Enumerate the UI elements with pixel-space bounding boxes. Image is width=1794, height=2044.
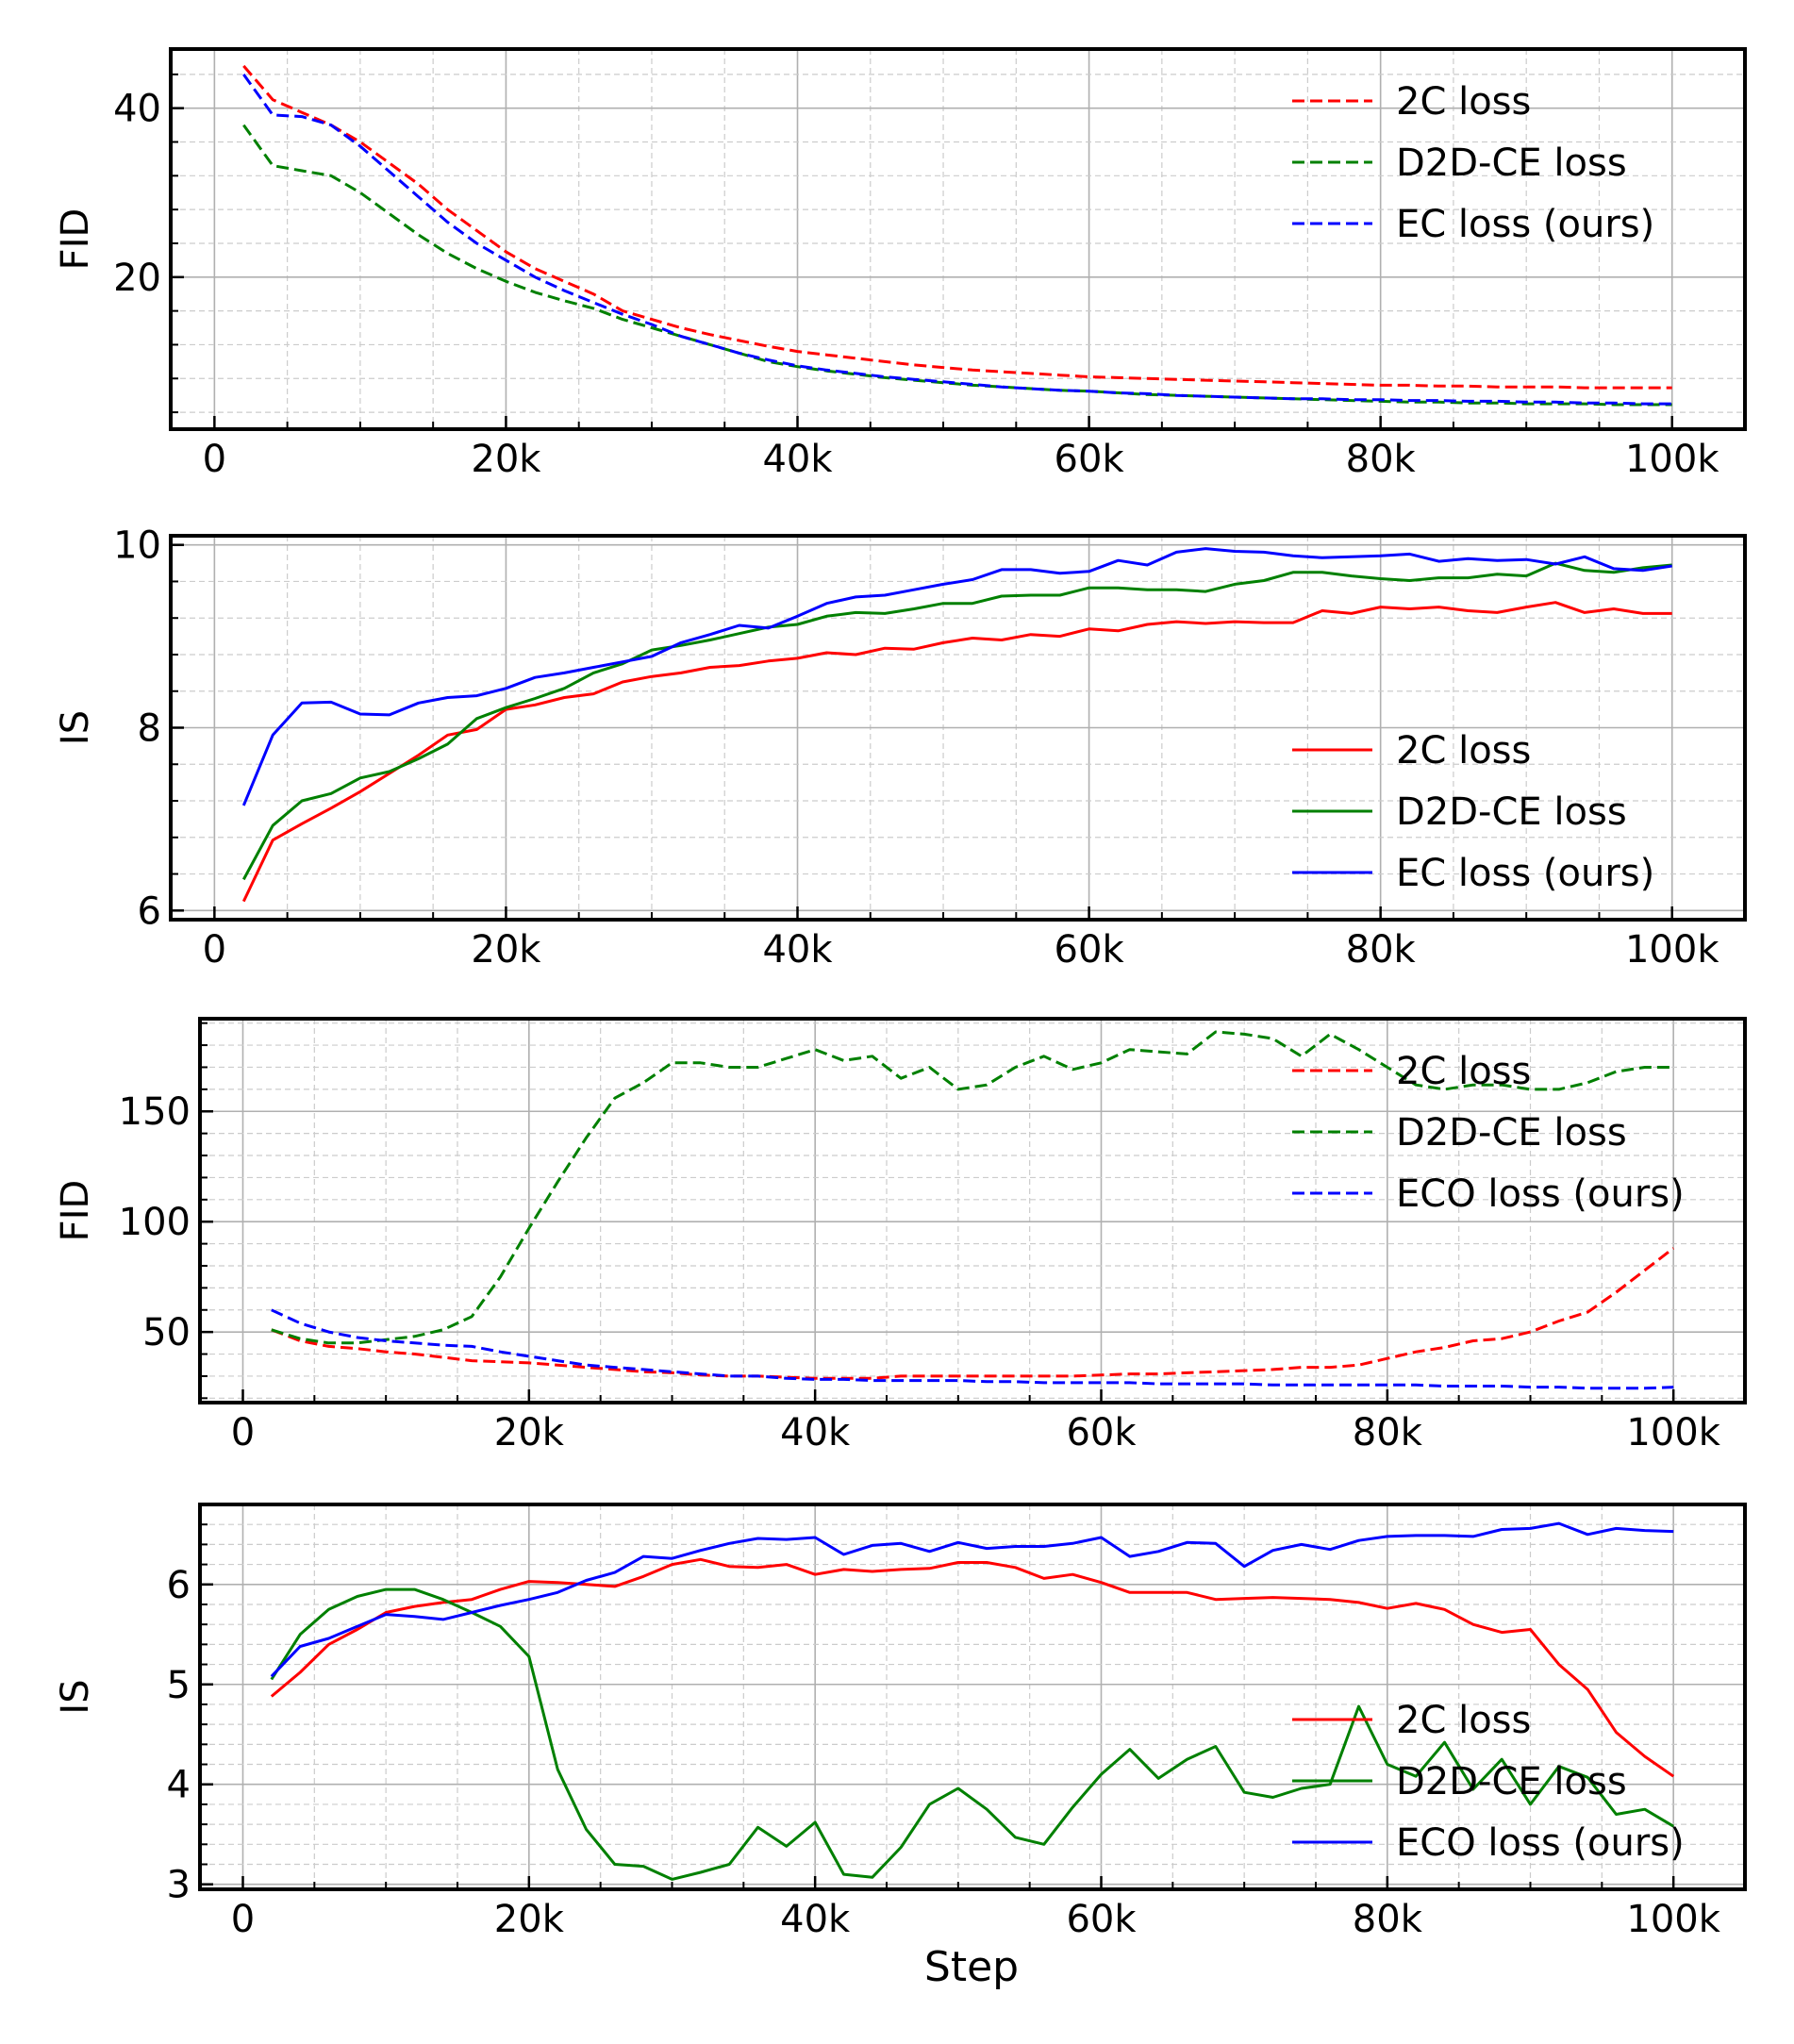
fid-lower-x-tick-label: 0 [231,1411,255,1454]
is-upper-frame [169,534,1747,922]
is-upper-y-axis-label: IS [54,710,97,745]
is-bottom-x-tick-label: 100k [1626,1898,1720,1941]
fid-lower-legend-label: 2C loss [1396,1050,1531,1093]
fid-top-series-3-line [242,74,1672,406]
fid-top-legend: 2C loss D2D-CE loss EC loss (ours) [1292,80,1654,246]
is-upper-y-tick-label: 6 [138,889,161,933]
fid-lower-x-tick-label: 100k [1626,1411,1720,1454]
fid-lower-x-tick-label: 60k [1066,1411,1137,1454]
fid-top-legend-label: D2D-CE loss [1396,141,1627,185]
fid-lower-x-tick-label: 80k [1353,1411,1423,1454]
fid-lower-series-1-line [271,1247,1675,1380]
fid-top-x-tick-label: 100k [1625,438,1719,481]
is-bottom-legend-label: ECO loss (ours) [1396,1821,1685,1865]
fid-lower-legend-label: ECO loss (ours) [1396,1172,1685,1216]
is-upper-x-tick-label: 40k [762,928,833,972]
is-bottom-x-tick-label: 20k [494,1898,565,1941]
is-upper-series-group [241,547,1672,903]
is-panel-upper: 0 20k 40k 60k 80k 100k 6 8 10 IS 2C loss D2D-CE los… [54,524,1747,972]
is-panel-bottom: 0 20k 40k 60k 80k 100k 3 4 5 6 IS 2C loss D2D-CE los… [54,1503,1747,1941]
fid-top-series-1-line [242,64,1672,390]
fid-top-y-tick-label: 20 [113,257,161,300]
fid-lower-y-tick-label: 50 [142,1311,191,1354]
is-bottom-grid [200,1504,1745,1889]
fid-top-ticks [171,73,1746,429]
fid-top-legend-label: 2C loss [1396,80,1531,124]
fid-top-frame [169,47,1747,431]
is-bottom-legend-label: D2D-CE loss [1396,1760,1627,1803]
is-bottom-frame [198,1503,1747,1891]
fid-lower-y-axis-label: FID [54,1180,97,1242]
is-bottom-legend: 2C loss D2D-CE loss ECO loss (ours) [1292,1699,1685,1865]
is-upper-x-tick-label: 20k [471,928,541,972]
fid-top-x-tick-label: 60k [1055,438,1125,481]
is-bottom-x-tick-label: 0 [231,1898,255,1941]
fid-lower-legend: 2C loss D2D-CE loss ECO loss (ours) [1292,1050,1685,1216]
is-bottom-x-tick-label: 40k [780,1898,851,1941]
fid-lower-series-3-line [271,1308,1674,1390]
is-bottom-legend-label: 2C loss [1396,1699,1531,1742]
is-bottom-y-tick-label: 3 [167,1864,191,1907]
is-upper-series-1-line [241,601,1672,903]
is-bottom-series-2-line [270,1587,1674,1881]
is-bottom-x-tick-label: 80k [1353,1898,1423,1941]
x-axis-label: Step [924,1943,1019,1991]
is-upper-legend: 2C loss D2D-CE loss EC loss (ours) [1292,729,1654,895]
is-upper-x-tick-label: 60k [1055,928,1125,972]
fid-top-series-group [242,64,1672,407]
fid-top-series-2-line [242,124,1672,407]
is-bottom-x-tick-label: 60k [1066,1898,1137,1941]
fid-lower-legend-label: D2D-CE loss [1396,1111,1627,1155]
fid-lower-series-group [271,1030,1675,1390]
is-upper-series-3-line [241,547,1672,806]
fid-lower-series-2-line [271,1030,1674,1345]
fid-panel-top: 0 20k 40k 60k 80k 100k 20 40 FID 2C loss D2D-CE lo… [54,47,1747,481]
fid-top-y-axis-label: FID [54,208,97,271]
is-upper-legend-label: D2D-CE loss [1396,790,1627,834]
is-upper-y-tick-label: 8 [138,707,161,751]
fid-top-x-tick-label: 20k [471,438,541,481]
fid-top-y-tick-label: 40 [113,88,161,131]
is-bottom-y-tick-label: 5 [167,1664,191,1707]
fid-top-legend-label: EC loss (ours) [1396,203,1654,246]
fid-top-grid [171,49,1745,429]
is-bottom-y-axis-label: IS [54,1679,97,1714]
is-upper-legend-label: 2C loss [1396,729,1531,773]
is-upper-x-tick-label: 80k [1346,928,1417,972]
is-upper-series-2-line [241,561,1672,881]
fid-lower-x-tick-label: 40k [780,1411,851,1454]
is-upper-x-tick-label: 0 [203,928,226,972]
fid-lower-y-tick-label: 150 [119,1090,191,1134]
is-bottom-series-1-line [270,1557,1675,1778]
is-bottom-series-group [270,1521,1675,1881]
fid-lower-frame [198,1017,1747,1404]
fid-panel-lower: 0 20k 40k 60k 80k 100k 50 100 150 FID 2C loss D2D-C… [54,1017,1747,1454]
fid-top-x-tick-label: 0 [203,438,226,481]
is-bottom-y-tick-label: 4 [167,1764,191,1807]
is-upper-grid [171,536,1745,920]
is-bottom-y-tick-label: 6 [167,1564,191,1607]
fid-top-x-tick-label: 80k [1346,438,1417,481]
fid-top-x-tick-label: 40k [762,438,833,481]
is-upper-x-tick-label: 100k [1625,928,1719,972]
is-upper-legend-label: EC loss (ours) [1396,852,1654,895]
is-bottom-series-3-line [270,1521,1674,1678]
fid-lower-x-tick-label: 20k [494,1411,565,1454]
fid-lower-y-tick-label: 100 [119,1201,191,1244]
is-upper-y-tick-label: 10 [113,524,161,568]
